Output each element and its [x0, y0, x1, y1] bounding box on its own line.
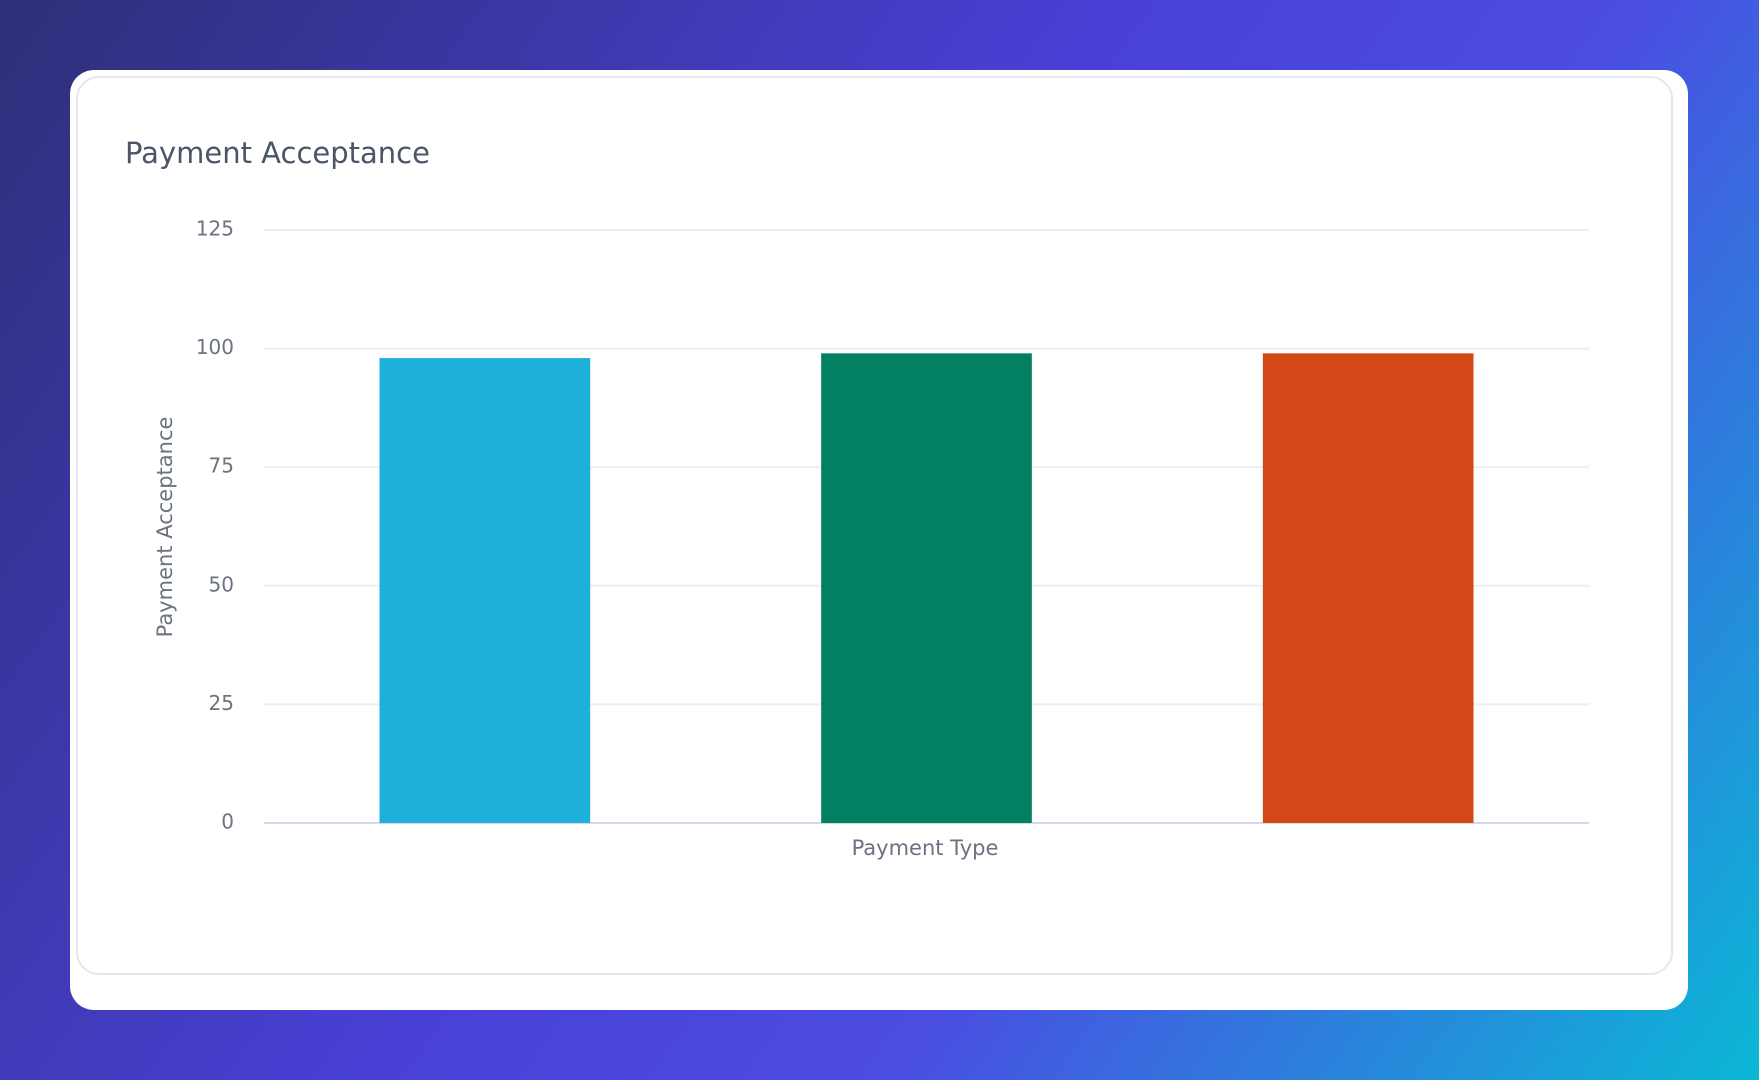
y-axis-title: Payment Acceptance [153, 417, 177, 638]
y-tick-label: 0 [221, 810, 234, 834]
y-tick-label: 25 [209, 691, 234, 715]
bar [379, 358, 591, 823]
y-tick-label: 50 [209, 572, 234, 596]
x-axis-title: Payment Type [852, 836, 999, 860]
bar [821, 353, 1032, 823]
y-tick-label: 100 [196, 335, 234, 359]
bar [1262, 353, 1474, 823]
card-border [76, 76, 1673, 975]
y-tick-label: 125 [196, 217, 234, 241]
y-tick-label: 75 [209, 454, 234, 478]
chart-title: Payment Acceptance [125, 136, 430, 170]
